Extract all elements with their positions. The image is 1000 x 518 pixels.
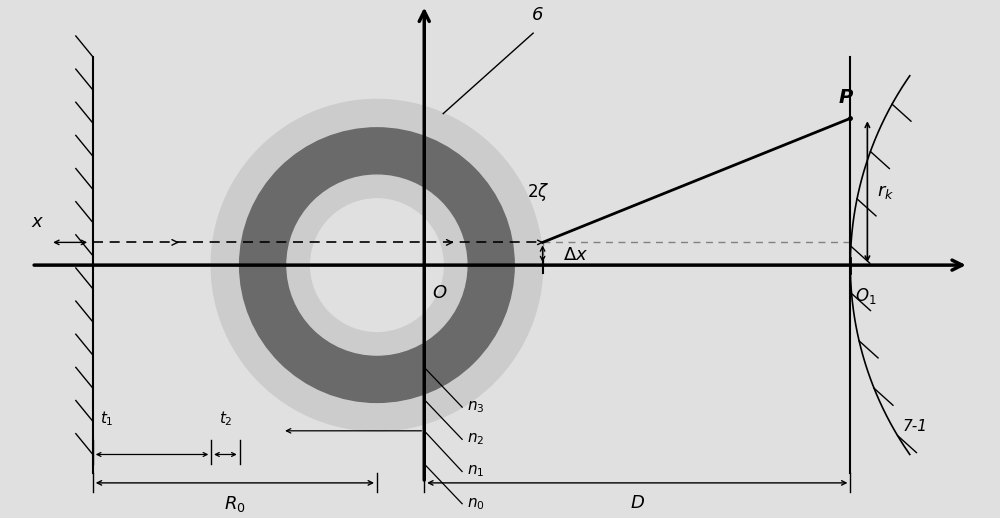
Text: x: x: [31, 213, 42, 231]
Text: $r_k$: $r_k$: [877, 183, 894, 201]
Circle shape: [240, 128, 514, 402]
Text: $n_2$: $n_2$: [467, 431, 484, 447]
Text: $t_2$: $t_2$: [219, 409, 232, 428]
Text: $R_0$: $R_0$: [224, 494, 246, 514]
Text: O: O: [432, 284, 446, 302]
Text: $\Delta x$: $\Delta x$: [563, 246, 589, 264]
Text: $n_3$: $n_3$: [467, 399, 484, 415]
Text: $O_1$: $O_1$: [855, 286, 877, 306]
Text: P: P: [838, 88, 853, 107]
Circle shape: [287, 175, 467, 355]
Text: $n_0$: $n_0$: [467, 496, 485, 512]
Text: $n_1$: $n_1$: [467, 464, 484, 479]
Circle shape: [311, 199, 443, 332]
Text: $t_1$: $t_1$: [100, 409, 114, 428]
Text: $2\zeta$: $2\zeta$: [527, 181, 549, 203]
Text: 7-1: 7-1: [902, 419, 927, 434]
Text: D: D: [630, 494, 644, 512]
Text: 6: 6: [532, 6, 544, 24]
Circle shape: [211, 99, 543, 431]
